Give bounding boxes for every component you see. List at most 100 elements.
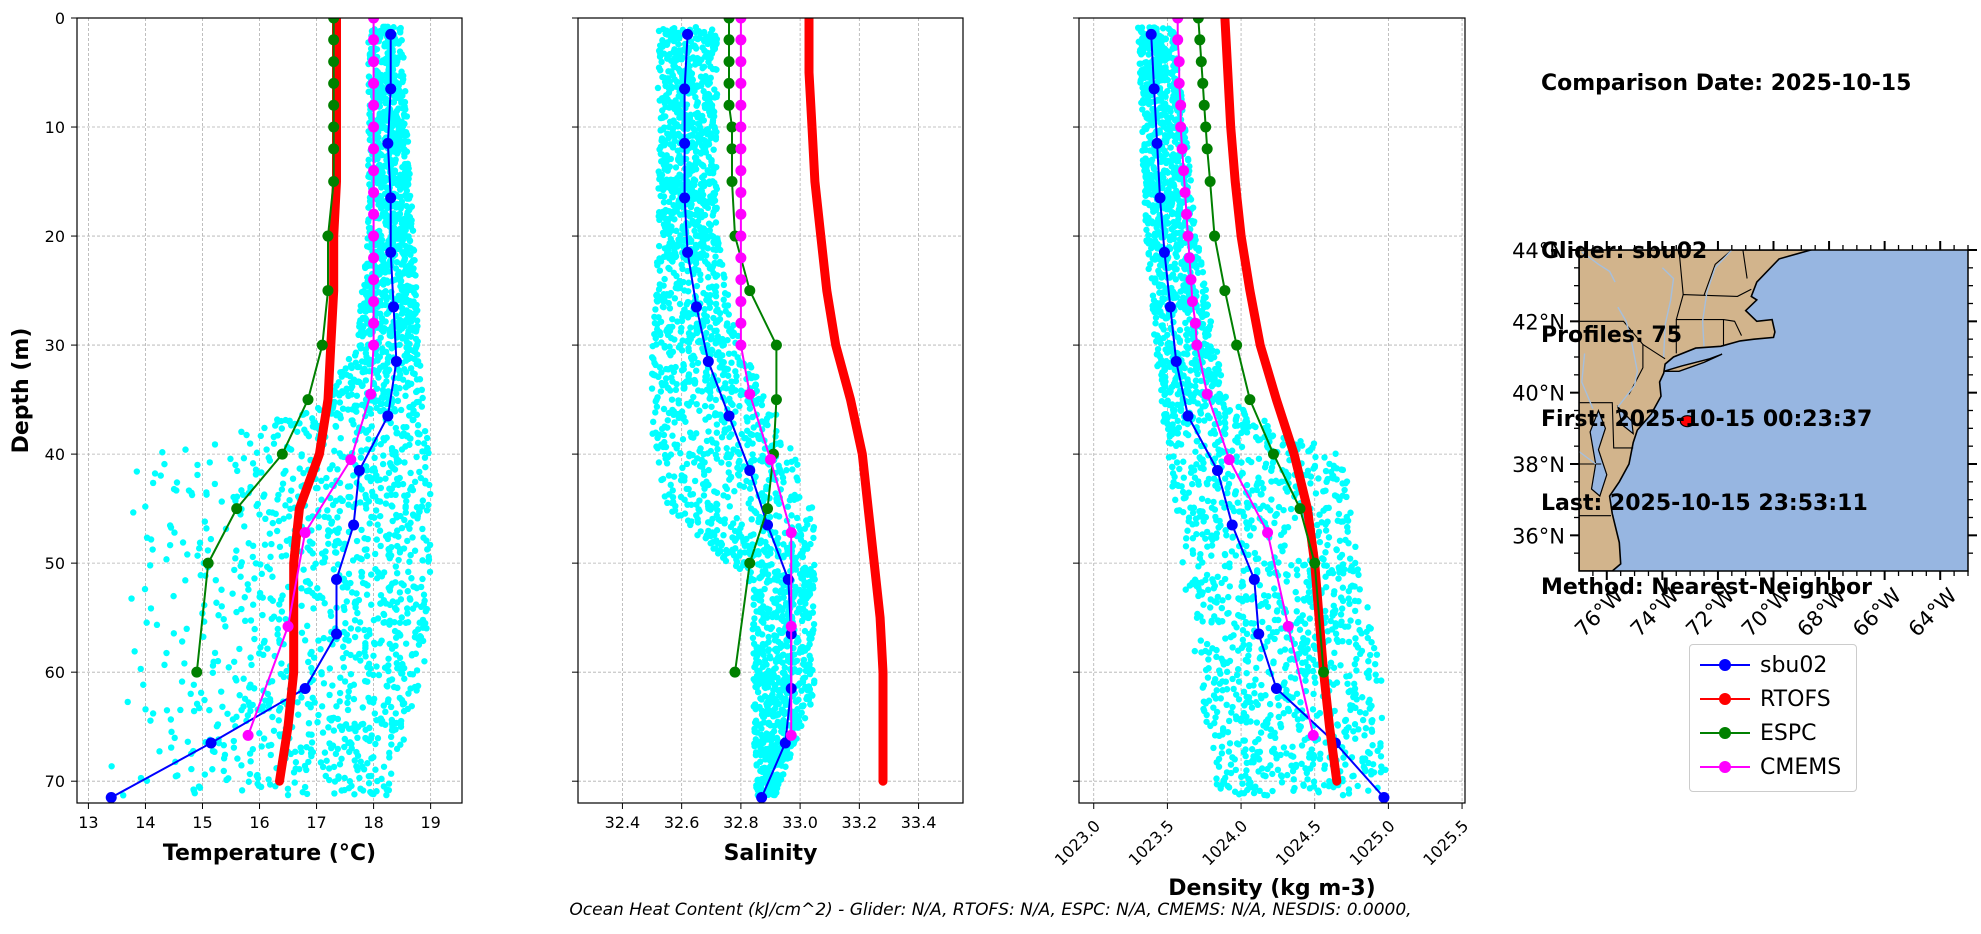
- glider-sample-point: [714, 318, 721, 326]
- glider-sample-point: [780, 716, 787, 724]
- glider-sample-point: [385, 469, 393, 477]
- glider-sample-point: [276, 601, 283, 608]
- glider-sample-point: [796, 570, 804, 578]
- glider-sample-point: [679, 313, 686, 321]
- glider-sample-point: [294, 711, 302, 718]
- glider-sample-point: [264, 645, 271, 652]
- glider-sample-point: [317, 759, 325, 766]
- glider-sample-point: [404, 619, 412, 626]
- glider-sample-point: [341, 774, 348, 782]
- glider-sample-point: [760, 619, 767, 626]
- glider-sample-point: [335, 773, 342, 780]
- glider-sample-point: [755, 518, 762, 526]
- glider-sample-point: [380, 293, 387, 300]
- glider-sample-point: [736, 402, 743, 410]
- glider-sample-point: [773, 734, 781, 742]
- glider-sample-point: [326, 665, 334, 672]
- glider-sample-point: [705, 428, 712, 435]
- glider-sample-point: [781, 664, 789, 671]
- glider-sample-point: [388, 485, 396, 493]
- glider-sample-point: [388, 741, 395, 748]
- espc-marker: [328, 77, 340, 89]
- espc-marker: [723, 34, 735, 46]
- sbu02-marker: [690, 301, 702, 313]
- glider-sample-point: [377, 71, 385, 79]
- glider-sample-point: [379, 460, 387, 468]
- glider-sample-point: [731, 527, 739, 535]
- glider-sample-point: [363, 505, 370, 512]
- glider-sample-point: [398, 614, 405, 621]
- glider-sample-point: [236, 692, 243, 699]
- glider-sample-point: [303, 790, 311, 798]
- glider-sample-point: [765, 786, 772, 793]
- glider-sample-point: [378, 180, 386, 187]
- glider-sample-point: [733, 535, 740, 542]
- glider-sample-point: [806, 670, 814, 678]
- glider-sample-point: [760, 719, 768, 726]
- glider-sample-point: [420, 601, 428, 608]
- glider-sample-point: [409, 511, 417, 518]
- glider-sample-point: [789, 466, 796, 473]
- glider-sample-point: [364, 582, 371, 589]
- glider-sample-point: [775, 500, 783, 508]
- glider-sample-point: [805, 582, 812, 590]
- glider-sample-point: [702, 416, 709, 423]
- cmems-marker: [735, 18, 747, 24]
- glider-sample-point: [324, 532, 332, 540]
- glider-sample-point: [713, 93, 720, 101]
- glider-sample-point: [762, 548, 769, 556]
- glider-sample-point: [196, 539, 204, 546]
- glider-sample-point: [387, 770, 395, 777]
- glider-sample-point: [251, 625, 258, 633]
- glider-sample-point: [687, 324, 694, 331]
- espc-marker: [723, 56, 735, 68]
- glider-sample-point: [375, 367, 382, 374]
- glider-sample-point: [363, 552, 371, 560]
- glider-sample-point: [329, 501, 337, 509]
- glider-sample-point: [709, 199, 716, 207]
- glider-sample-point: [771, 599, 778, 606]
- glider-sample-point: [203, 491, 210, 498]
- glider-sample-point: [800, 702, 807, 709]
- glider-sample-point: [809, 603, 817, 610]
- glider-sample-point: [403, 344, 410, 351]
- glider-sample-point: [783, 544, 791, 552]
- glider-sample-point: [347, 362, 355, 369]
- glider-sample-point: [350, 472, 357, 479]
- glider-sample-point: [670, 408, 678, 415]
- glider-sample-point: [382, 600, 390, 607]
- glider-sample-point: [357, 307, 364, 315]
- glider-sample-point: [331, 549, 339, 556]
- cmems-marker: [368, 317, 380, 329]
- glider-sample-point: [671, 295, 679, 302]
- sbu02-marker: [679, 137, 691, 149]
- glider-sample-point: [706, 304, 714, 311]
- glider-sample-point: [658, 295, 665, 302]
- glider-sample-point: [664, 331, 672, 339]
- glider-sample-point: [352, 654, 359, 661]
- glider-sample-point: [322, 548, 329, 555]
- glider-sample-point: [344, 706, 352, 714]
- glider-sample-point: [661, 342, 668, 350]
- glider-sample-point: [718, 434, 726, 441]
- sbu02-marker: [385, 28, 397, 40]
- glider-sample-point: [248, 661, 255, 669]
- glider-sample-point: [664, 424, 671, 431]
- glider-sample-point: [391, 234, 399, 241]
- y-axis: [572, 17, 578, 782]
- glider-sample-point: [393, 569, 401, 577]
- glider-sample-point: [394, 397, 402, 405]
- glider-sample-point: [396, 546, 404, 553]
- glider-sample-point: [415, 430, 422, 438]
- glider-sample-point: [254, 780, 261, 787]
- glider-sample-point: [705, 505, 712, 512]
- glider-sample-point: [356, 323, 363, 330]
- glider-sample-point: [660, 303, 667, 311]
- glider-sample-point: [276, 543, 284, 551]
- glider-sample-point: [763, 415, 771, 422]
- glider-sample-point: [656, 171, 663, 178]
- glider-sample-point: [723, 445, 730, 452]
- glider-sample-point: [331, 447, 338, 455]
- glider-sample-point: [669, 194, 676, 201]
- glider-sample-point: [724, 336, 731, 344]
